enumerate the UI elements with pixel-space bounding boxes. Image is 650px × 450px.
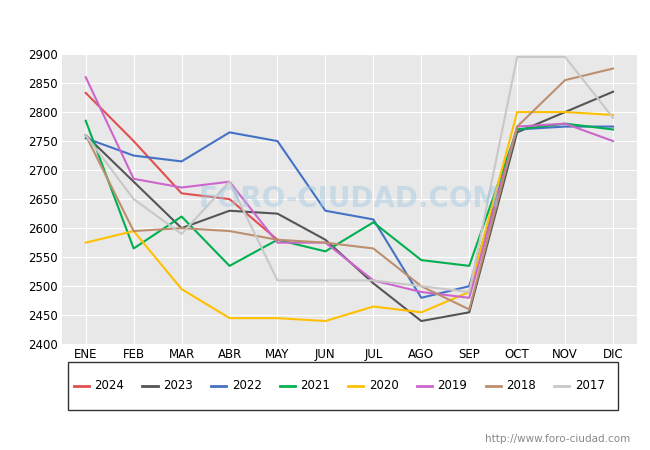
Text: http://www.foro-ciudad.com: http://www.foro-ciudad.com xyxy=(486,434,630,444)
Text: 2021: 2021 xyxy=(300,379,330,392)
Text: 2020: 2020 xyxy=(369,379,398,392)
Text: 2024: 2024 xyxy=(94,379,124,392)
Text: 2017: 2017 xyxy=(575,379,604,392)
Text: 2018: 2018 xyxy=(506,379,536,392)
Text: 2023: 2023 xyxy=(163,379,193,392)
Text: FORO-CIUDAD.COM: FORO-CIUDAD.COM xyxy=(198,185,500,213)
Text: Afiliados en Alcanar a 31/5/2024: Afiliados en Alcanar a 31/5/2024 xyxy=(178,14,472,33)
Text: 2022: 2022 xyxy=(231,379,261,392)
Text: 2019: 2019 xyxy=(437,379,467,392)
